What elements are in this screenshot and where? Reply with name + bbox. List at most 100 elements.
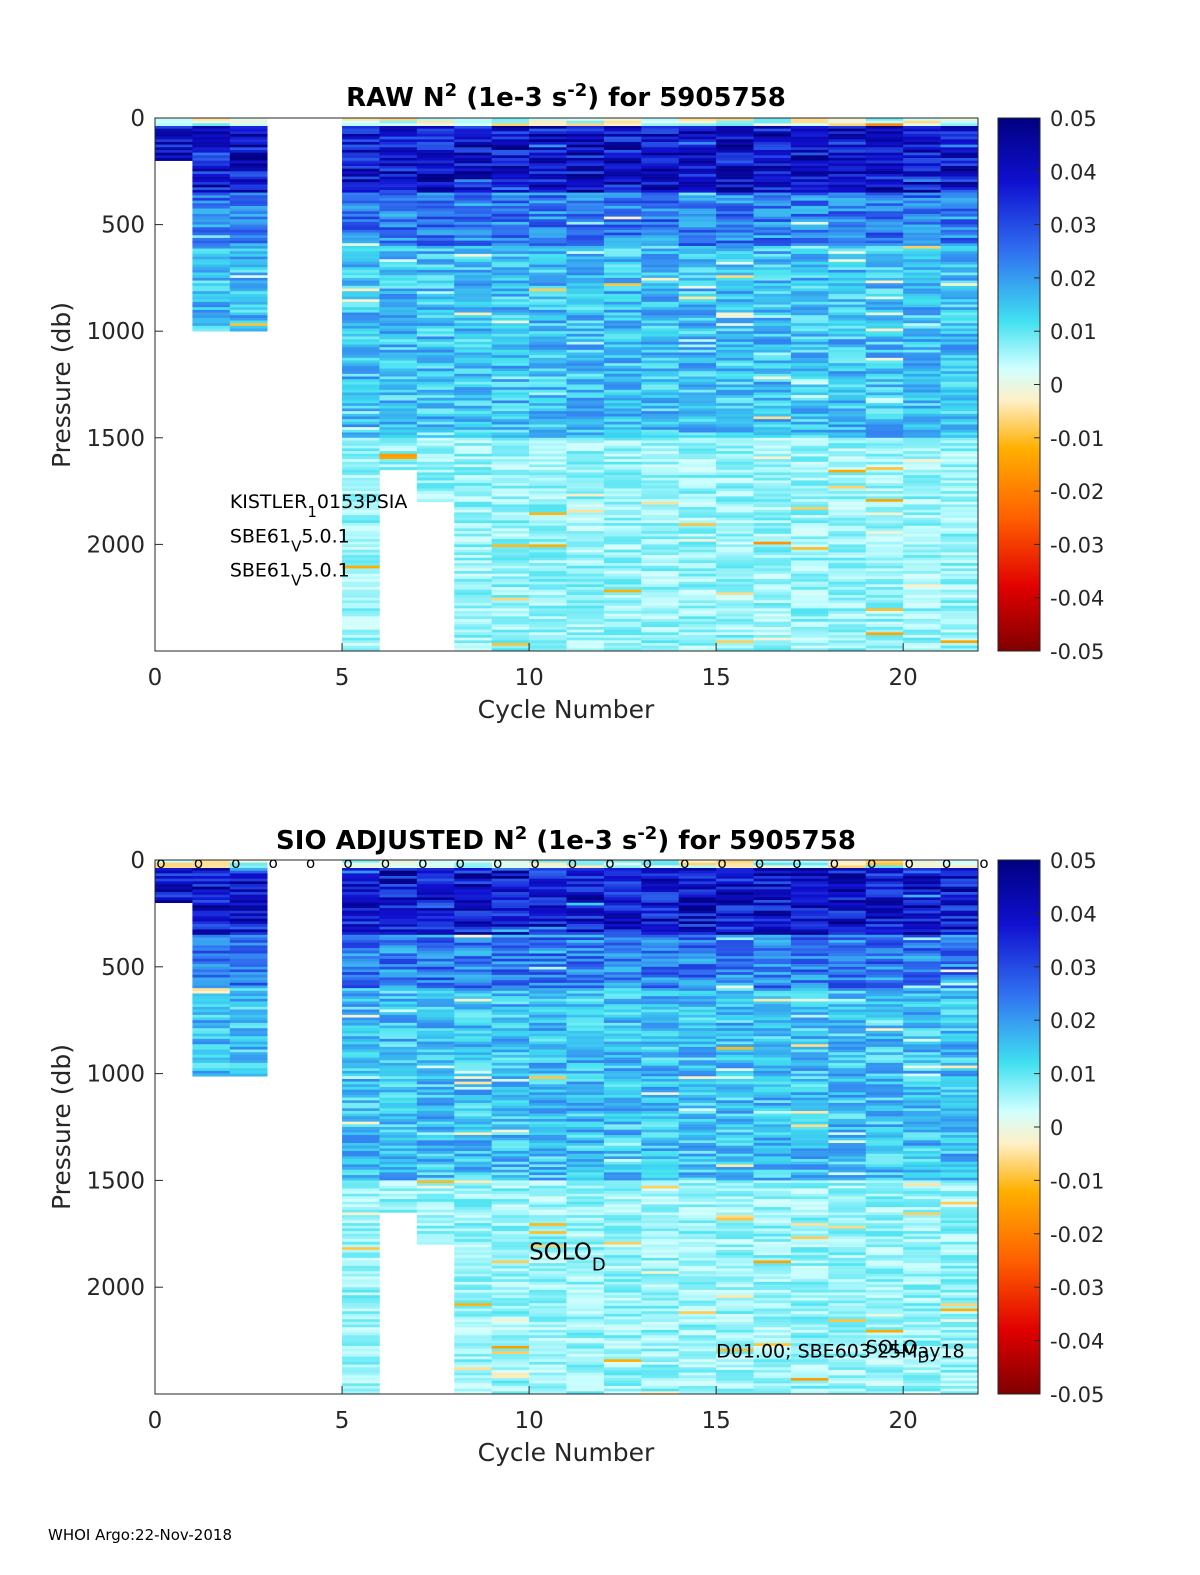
heatmap-cell (566, 990, 605, 994)
heatmap-cell (379, 312, 418, 316)
heatmap-cell (454, 1244, 492, 1248)
heatmap-cell (416, 381, 455, 385)
heatmap-cell (753, 493, 792, 497)
heatmap-cell (753, 555, 792, 559)
heatmap-cell (566, 283, 605, 287)
heatmap-cell (903, 360, 941, 364)
heatmap-cell (342, 1094, 380, 1098)
heatmap-cell (491, 381, 530, 385)
heatmap-cell (491, 980, 530, 984)
heatmap-cell (491, 1385, 530, 1389)
heatmap-cell (753, 408, 792, 412)
heatmap-cell (491, 1076, 530, 1080)
heatmap-cell (566, 309, 605, 313)
heatmap-cell (416, 881, 455, 885)
heatmap-cell (416, 333, 455, 337)
heatmap-cell (529, 1337, 567, 1341)
heatmap-cell (491, 557, 530, 561)
heatmap-cell (529, 408, 567, 412)
heatmap-cell (940, 280, 979, 284)
heatmap-cell (454, 1121, 492, 1125)
heatmap-cell (342, 916, 380, 920)
heatmap-cell (192, 902, 231, 906)
heatmap-cell (790, 616, 829, 620)
heatmap-cell (865, 400, 904, 404)
heatmap-cell (229, 323, 268, 327)
heatmap-cell (379, 1073, 418, 1077)
heatmap-cell (753, 240, 792, 244)
heatmap-cell (454, 1332, 492, 1336)
heatmap-cell (828, 181, 867, 185)
heatmap-cell (529, 488, 567, 492)
heatmap-cell (379, 1121, 418, 1125)
heatmap-cell (529, 139, 567, 143)
heatmap-cell (753, 160, 792, 164)
heatmap-cell (491, 128, 530, 132)
heatmap-cell (828, 163, 867, 167)
heatmap-cell (566, 1052, 605, 1056)
heatmap-cell (566, 1345, 605, 1349)
heatmap-cell (828, 560, 867, 564)
heatmap-cell (828, 573, 867, 577)
heatmap-cell (229, 881, 268, 885)
heatmap-cell (716, 587, 754, 591)
heatmap-cell (641, 512, 680, 516)
heatmap-cell (790, 531, 829, 535)
heatmap-cell (529, 897, 567, 901)
heatmap-cell (716, 243, 754, 247)
heatmap-cell (828, 133, 867, 137)
heatmap-cell (342, 448, 380, 452)
heatmap-cell (379, 424, 418, 428)
heatmap-cell (716, 197, 754, 201)
heatmap-cell (491, 408, 530, 412)
heatmap-cell (342, 1343, 380, 1347)
heatmap-cell (379, 357, 418, 361)
heatmap-cell (828, 304, 867, 308)
heatmap-cell (192, 232, 231, 236)
heatmap-cell (865, 360, 904, 364)
heatmap-cell (790, 139, 829, 143)
heatmap-cell (454, 918, 492, 922)
heatmap-cell (566, 181, 605, 185)
heatmap-cell (641, 565, 680, 569)
heatmap-cell (641, 149, 680, 153)
heatmap-cell (529, 1164, 567, 1168)
heatmap-cell (716, 443, 754, 447)
heatmap-cell (491, 1100, 530, 1104)
heatmap-cell (491, 589, 530, 593)
heatmap-cell (716, 504, 754, 508)
heatmap-cell (379, 219, 418, 223)
heatmap-cell (828, 336, 867, 340)
heatmap-cell (753, 155, 792, 159)
heatmap-cell (940, 317, 979, 321)
heatmap-cell (641, 608, 680, 612)
heatmap-cell (603, 475, 642, 479)
heatmap-cell (865, 371, 904, 375)
heatmap-cell (491, 1273, 530, 1277)
heatmap-cell (865, 611, 904, 614)
heatmap-cell (828, 280, 867, 284)
heatmap-cell (828, 365, 867, 369)
heatmap-cell (678, 613, 717, 617)
heatmap-cell (416, 221, 455, 225)
heatmap-cell (529, 881, 567, 885)
heatmap-cell (716, 485, 754, 489)
heatmap-cell (416, 213, 455, 217)
heatmap-cell (903, 227, 941, 231)
heatmap-cell (342, 1380, 380, 1384)
heatmap-cell (716, 307, 754, 311)
heatmap-cell (342, 648, 380, 652)
heatmap-cell (192, 173, 231, 177)
heatmap-cell (454, 379, 492, 383)
heatmap-cell (229, 953, 268, 957)
heatmap-cell (416, 1092, 455, 1096)
heatmap-cell (342, 571, 380, 575)
heatmap-cell (865, 184, 904, 188)
heatmap-cell (342, 619, 380, 622)
heatmap-cell (678, 357, 717, 361)
heatmap-cell (790, 648, 829, 652)
heatmap-cell (828, 323, 867, 327)
heatmap-cell (603, 635, 642, 638)
heatmap-cell (940, 267, 979, 271)
heatmap-cell (192, 900, 231, 904)
